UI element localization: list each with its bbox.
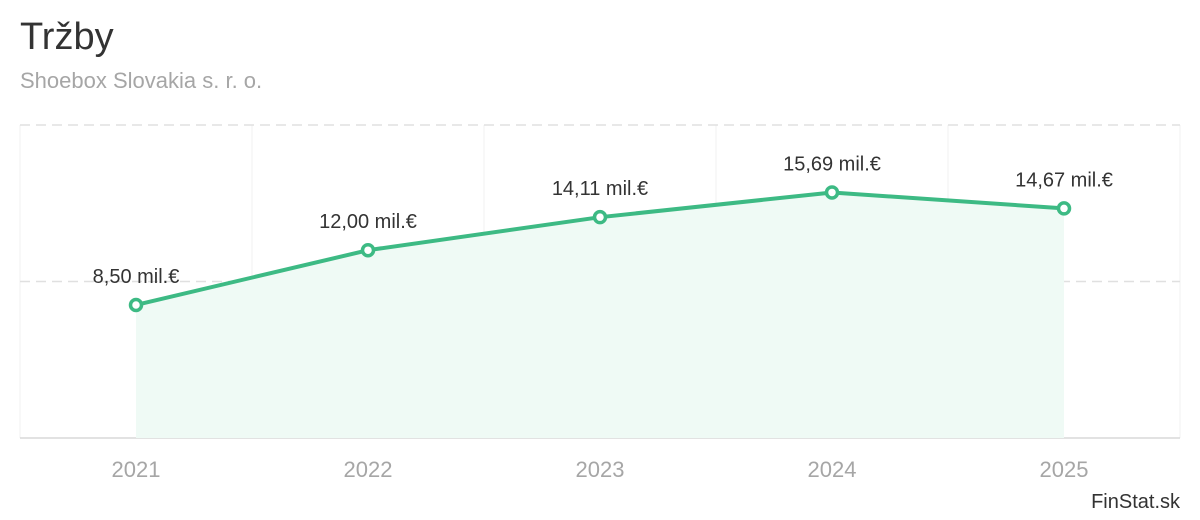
data-point (824, 185, 840, 200)
x-tick-label: 2025 (1040, 457, 1089, 482)
x-tick-label: 2022 (344, 457, 393, 482)
chart-subtitle: Shoebox Slovakia s. r. o. (20, 68, 263, 93)
x-tick-label: 2021 (112, 457, 161, 482)
label-layer: 8,50 mil.€ 12,00 mil.€ 14,11 mil.€ 15,69 mi… (93, 153, 1113, 288)
area-layer (136, 192, 1064, 438)
axis-layer: 2021 2022 2023 2024 2025 (112, 457, 1089, 482)
point-layer (128, 185, 1072, 313)
data-point (1056, 201, 1072, 216)
data-label: 14,67 mil.€ (1015, 169, 1113, 191)
data-label: 15,69 mil.€ (783, 153, 881, 175)
data-label: 12,00 mil.€ (319, 211, 417, 233)
data-point (592, 209, 608, 225)
area-fill (136, 192, 1064, 438)
data-label: 8,50 mil.€ (93, 266, 180, 288)
credit-link[interactable]: FinStat.sk (1091, 491, 1180, 513)
x-tick-label: 2024 (808, 457, 857, 482)
data-label: 14,11 mil.€ (552, 178, 648, 200)
x-tick-label: 2023 (576, 457, 625, 482)
data-point (360, 242, 376, 258)
data-point (128, 297, 144, 313)
chart-title: Tržby (20, 16, 114, 58)
